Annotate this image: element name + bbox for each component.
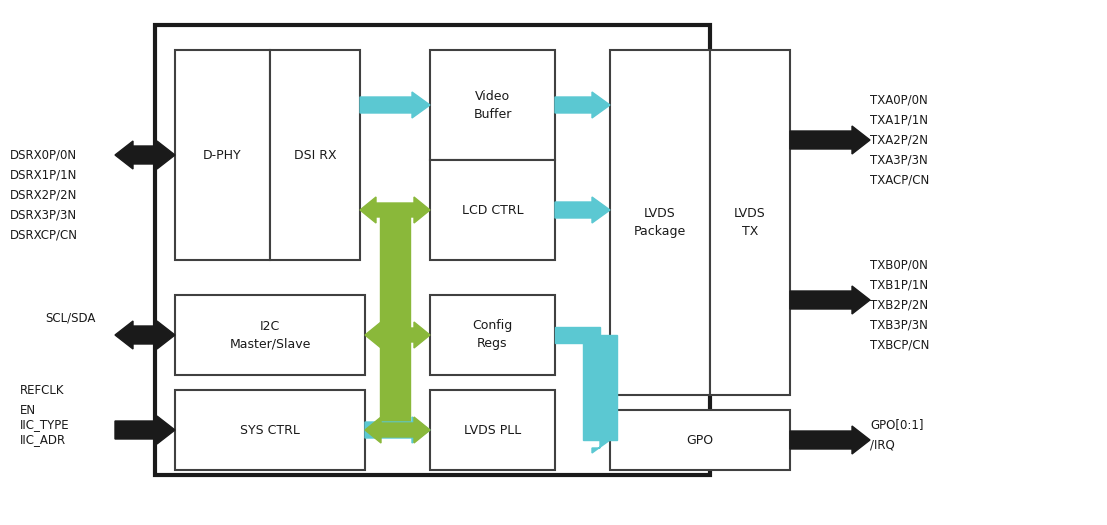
Polygon shape <box>115 416 175 444</box>
Text: DSRXCP/CN: DSRXCP/CN <box>10 228 77 242</box>
FancyBboxPatch shape <box>430 390 555 470</box>
Polygon shape <box>790 286 870 314</box>
Polygon shape <box>115 321 175 349</box>
FancyBboxPatch shape <box>175 50 270 260</box>
Text: GPO[0:1]: GPO[0:1] <box>870 418 923 432</box>
Polygon shape <box>555 327 600 343</box>
FancyBboxPatch shape <box>155 25 710 475</box>
Polygon shape <box>365 322 430 348</box>
Text: SYS CTRL: SYS CTRL <box>240 424 300 436</box>
FancyBboxPatch shape <box>430 50 555 160</box>
Polygon shape <box>592 427 610 453</box>
Polygon shape <box>583 335 617 440</box>
Text: I2C
Master/Slave: I2C Master/Slave <box>229 320 311 351</box>
Text: LVDS PLL: LVDS PLL <box>464 424 521 436</box>
Text: TXA2P/2N: TXA2P/2N <box>870 133 928 146</box>
Text: GPO: GPO <box>686 434 714 446</box>
Text: TXB3P/3N: TXB3P/3N <box>870 319 928 331</box>
FancyBboxPatch shape <box>175 295 365 375</box>
Text: TXB2P/2N: TXB2P/2N <box>870 299 928 311</box>
Text: TXA0P/0N: TXA0P/0N <box>870 93 928 107</box>
Text: EN: EN <box>20 404 37 416</box>
Text: TXACP/CN: TXACP/CN <box>870 173 929 186</box>
Text: Video
Buffer: Video Buffer <box>474 89 511 121</box>
Text: TXB0P/0N: TXB0P/0N <box>870 258 928 271</box>
Text: DSRX0P/0N: DSRX0P/0N <box>10 149 77 162</box>
Text: LCD CTRL: LCD CTRL <box>462 204 524 216</box>
Text: TXBCP/CN: TXBCP/CN <box>870 339 930 352</box>
Text: LVDS
Package: LVDS Package <box>634 207 686 238</box>
Polygon shape <box>360 92 430 118</box>
FancyBboxPatch shape <box>710 50 790 395</box>
Text: DSRX1P/1N: DSRX1P/1N <box>10 169 77 182</box>
FancyBboxPatch shape <box>175 390 365 470</box>
Text: TXB1P/1N: TXB1P/1N <box>870 278 928 291</box>
Polygon shape <box>360 197 430 223</box>
Text: SCL/SDA: SCL/SDA <box>45 311 95 324</box>
Text: DSRX2P/2N: DSRX2P/2N <box>10 188 77 202</box>
Polygon shape <box>365 417 430 443</box>
FancyBboxPatch shape <box>610 50 710 395</box>
Text: REFCLK: REFCLK <box>20 383 64 396</box>
FancyBboxPatch shape <box>430 295 555 375</box>
Text: DSRX3P/3N: DSRX3P/3N <box>10 208 77 222</box>
Polygon shape <box>555 197 610 223</box>
Text: DSI RX: DSI RX <box>293 149 337 162</box>
Polygon shape <box>555 92 610 118</box>
Polygon shape <box>365 417 430 443</box>
Text: TXA1P/1N: TXA1P/1N <box>870 113 928 127</box>
Text: TXA3P/3N: TXA3P/3N <box>870 153 928 166</box>
Text: IIC_TYPE: IIC_TYPE <box>20 418 70 432</box>
FancyBboxPatch shape <box>610 410 790 470</box>
Polygon shape <box>380 210 410 430</box>
Polygon shape <box>790 426 870 454</box>
Polygon shape <box>115 141 175 169</box>
Text: /IRQ: /IRQ <box>870 438 894 452</box>
Text: LVDS
TX: LVDS TX <box>734 207 766 238</box>
FancyBboxPatch shape <box>270 50 360 260</box>
Text: Config
Regs: Config Regs <box>473 320 513 351</box>
Text: IIC_ADR: IIC_ADR <box>20 434 66 446</box>
FancyBboxPatch shape <box>430 160 555 260</box>
Text: D-PHY: D-PHY <box>204 149 241 162</box>
Polygon shape <box>790 126 870 154</box>
